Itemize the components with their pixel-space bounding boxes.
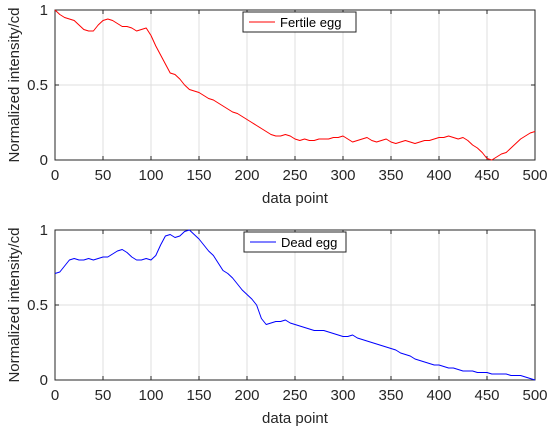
y-tick-label: 1	[40, 2, 48, 19]
legend-label: Fertile egg	[280, 15, 341, 30]
legend-label: Dead egg	[281, 235, 337, 250]
y-tick-label: 0.5	[27, 297, 48, 314]
y-tick-label: 0	[40, 152, 48, 169]
x-tick-label: 450	[474, 167, 499, 184]
y-axis-label: Normalized intensity/cd	[6, 7, 23, 162]
x-tick-label: 0	[51, 387, 59, 404]
chart-2: 0 50 100 150 200 250 300 350 400 450 500 0 0.5 1 data …	[6, 222, 548, 427]
x-tick-label: 0	[51, 167, 59, 184]
x-tick-label: 500	[522, 167, 547, 184]
y-axis-label: Normalized intensity/cd	[6, 227, 23, 382]
x-tick-label: 200	[234, 167, 259, 184]
x-tick-label: 250	[282, 387, 307, 404]
x-tick-label: 450	[474, 387, 499, 404]
x-tick-label: 100	[138, 167, 163, 184]
chart-1: 0 50 100 150 200 250 300 350 400 450 500 0 0.5 1 data …	[6, 2, 548, 207]
y-tick-label: 1	[40, 222, 48, 239]
x-tick-label: 50	[95, 167, 112, 184]
x-tick-label: 100	[138, 387, 163, 404]
x-tick-label: 400	[426, 167, 451, 184]
x-axis-label: data point	[262, 410, 329, 427]
series-line-dead-egg	[54, 229, 536, 381]
x-tick-label: 350	[378, 167, 403, 184]
x-tick-label: 500	[522, 387, 547, 404]
x-tick-label: 200	[234, 387, 259, 404]
series-line-fertile-egg	[54, 9, 536, 161]
legend-box	[243, 231, 347, 253]
x-tick-label: 250	[282, 167, 307, 184]
x-tick-label: 350	[378, 387, 403, 404]
x-tick-label: 300	[330, 387, 355, 404]
y-tick-label: 0.5	[27, 77, 48, 94]
x-tick-label: 50	[95, 387, 112, 404]
x-tick-label: 150	[186, 167, 211, 184]
legend: Dead egg	[243, 231, 347, 253]
x-tick-label: 300	[330, 167, 355, 184]
legend-box	[242, 11, 357, 33]
x-tick-label: 150	[186, 387, 211, 404]
y-tick-label: 0	[40, 372, 48, 389]
legend: Fertile egg	[242, 11, 357, 33]
x-axis-label: data point	[262, 190, 329, 207]
x-tick-label: 400	[426, 387, 451, 404]
